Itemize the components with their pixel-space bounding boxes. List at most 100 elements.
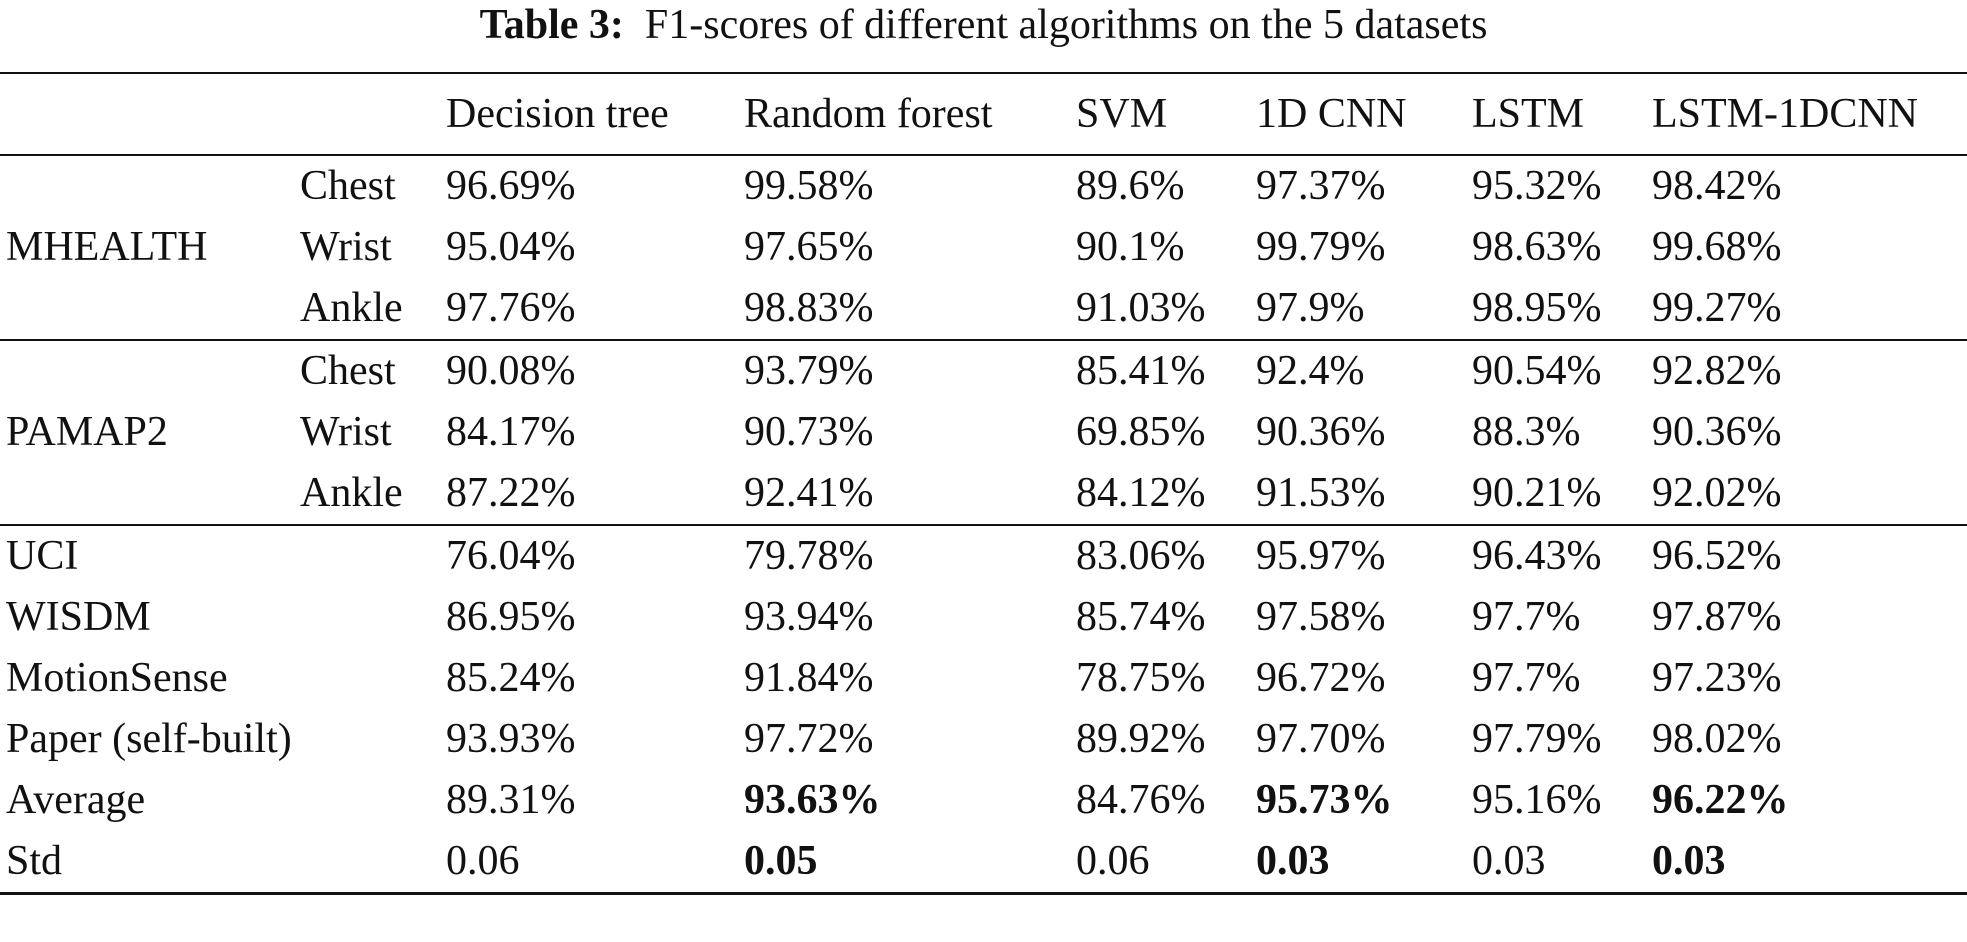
table-row: Paper (self-built) 93.93% 97.72% 89.92% … [0,709,1967,770]
table-cell: 95.32% [1472,163,1602,209]
table-cell: 91.84% [744,655,874,701]
table-cell: 90.54% [1472,339,1652,402]
column-header: SVM [1076,91,1168,137]
table-cell: 96.43% [1472,524,1652,587]
table-cell: 0.05 [744,831,1076,895]
table-cell: 0.03 [1472,831,1652,895]
table-cell: 97.87% [1652,594,1782,640]
sensor-position: Ankle [300,470,403,516]
table-body: MHEALTH Chest 96.69% 99.58% 89.6% 97.37%… [0,155,1967,895]
table-cell: 86.95% [446,594,576,640]
header-row: Decision tree Random forest SVM 1D CNN L… [0,73,1967,155]
table-cell: 98.02% [1652,716,1782,762]
table-cell: 78.75% [1076,655,1206,701]
table-cell: 89.6% [1076,163,1185,209]
table-cell: 99.68% [1652,224,1782,270]
table-cell: 95.97% [1256,524,1472,587]
sensor-position: Chest [300,339,446,402]
column-header: Decision tree [446,91,669,137]
table-cell: 95.16% [1472,777,1602,823]
table-row: Ankle 97.76% 98.83% 91.03% 97.9% 98.95% … [0,278,1967,340]
dataset-name: Average [6,777,146,823]
table-cell: 79.78% [744,524,1076,587]
dataset-name: Paper (self-built) [6,716,292,762]
table-cell: 92.4% [1256,339,1472,402]
average-row: Average 89.31% 93.63% 84.76% 95.73% 95.1… [0,770,1967,831]
table-cell: 91.53% [1256,470,1386,516]
table-row: Ankle 87.22% 92.41% 84.12% 91.53% 90.21%… [0,463,1967,525]
table-cell: 96.72% [1256,655,1386,701]
table-cell: 90.1% [1076,224,1185,270]
table-cell: 84.76% [1076,777,1206,823]
dataset-name: WISDM [6,594,151,640]
table-cell: 98.42% [1652,163,1782,209]
table-cell: 84.12% [1076,470,1206,516]
table-cell: 83.06% [1076,524,1256,587]
table-row: Wrist 95.04% 97.65% 90.1% 99.79% 98.63% … [0,217,1967,278]
table-cell: 93.63% [744,777,881,823]
sensor-position: Chest [300,163,396,209]
header-position [300,73,446,155]
table-cell: 92.82% [1652,339,1967,402]
table-row: PAMAP2 Chest 90.08% 93.79% 85.41% 92.4% … [0,339,1967,525]
table-cell: 84.17% [446,409,576,455]
dataset-name: MotionSense [6,655,228,701]
table-cell: 97.70% [1256,716,1386,762]
table-cell: 98.63% [1472,224,1602,270]
header-dataset [0,73,300,155]
table-cell: 97.72% [744,716,874,762]
table-caption: Table 3: F1-scores of different algorith… [0,0,1967,50]
dataset-name: MHEALTH [6,224,208,270]
table-cell: 93.94% [744,594,874,640]
sensor-position: Wrist [300,224,392,270]
table-cell: 90.36% [1256,409,1386,455]
table-row: Wrist 84.17% 90.73% 69.85% 90.36% 88.3% … [0,402,1967,463]
table-cell: 89.92% [1076,716,1206,762]
table-cell: 95.73% [1256,777,1393,823]
table-cell: 90.36% [1652,409,1782,455]
table-cell: 96.22% [1652,777,1789,823]
table-cell: 85.24% [446,655,576,701]
table-cell: 97.65% [744,224,874,270]
table-cell: 0.03 [1652,831,1967,895]
table-cell: 93.79% [744,339,1076,402]
table-cell: 69.85% [1076,409,1206,455]
table-cell: 95.04% [446,224,576,270]
table-cell: 85.41% [1076,339,1256,402]
table-row: MotionSense 85.24% 91.84% 78.75% 96.72% … [0,648,1967,709]
table-cell: 98.95% [1472,285,1602,331]
table-cell: 97.7% [1472,655,1581,701]
table-cell: 90.73% [744,409,874,455]
sensor-position: Wrist [300,409,392,455]
table-cell: 97.79% [1472,716,1602,762]
dataset-name: UCI [0,524,446,587]
table-cell: 93.93% [446,716,576,762]
table-row: UCI 76.04% 79.78% 83.06% 95.97% 96.43% 9… [0,524,1967,587]
table-cell: 0.06 [446,831,744,895]
table-cell: 97.9% [1256,285,1365,331]
table-cell: 97.7% [1472,594,1581,640]
table-cell: 99.79% [1256,224,1386,270]
column-header: 1D CNN [1256,91,1407,137]
table-cell: 98.83% [744,285,874,331]
table-row: WISDM 86.95% 93.94% 85.74% 97.58% 97.7% … [0,587,1967,648]
table-cell: 99.27% [1652,285,1782,331]
table-cell: 96.69% [446,163,576,209]
table-cell: 99.58% [744,163,874,209]
caption-label: Table 3: [479,2,624,48]
table-row: MHEALTH Chest 96.69% 99.58% 89.6% 97.37%… [0,155,1967,270]
column-header: Random forest [744,91,993,137]
caption-text: F1-scores of different algorithms on the… [644,2,1488,48]
dataset-name: Std [0,831,446,895]
table-cell: 90.21% [1472,470,1602,516]
table-cell: 97.58% [1256,594,1386,640]
table-cell: 85.74% [1076,594,1206,640]
table-cell: 97.23% [1652,655,1782,701]
table-cell: 0.03 [1256,831,1472,895]
table-cell: 76.04% [446,524,744,587]
table-cell: 89.31% [446,777,576,823]
table-cell: 91.03% [1076,285,1206,331]
dataset-name: PAMAP2 [0,339,300,525]
table-cell: 97.37% [1256,163,1386,209]
table-cell: 92.41% [744,470,874,516]
